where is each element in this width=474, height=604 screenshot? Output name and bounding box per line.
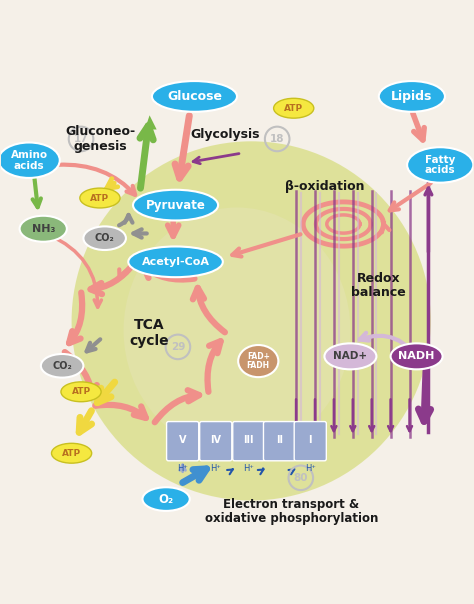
Ellipse shape (72, 141, 431, 501)
Ellipse shape (61, 382, 101, 402)
Text: 80: 80 (293, 473, 308, 483)
Ellipse shape (41, 354, 83, 378)
Text: β-oxidation: β-oxidation (285, 180, 364, 193)
Ellipse shape (0, 143, 60, 178)
Text: NH₃: NH₃ (32, 223, 55, 234)
Text: CO₂: CO₂ (52, 361, 72, 371)
Text: 18: 18 (270, 134, 284, 144)
Text: O₂: O₂ (158, 493, 173, 506)
Text: Amino
acids: Amino acids (10, 150, 47, 170)
Polygon shape (145, 115, 156, 129)
Ellipse shape (80, 188, 120, 208)
Text: II: II (276, 435, 283, 446)
Text: H⁺: H⁺ (305, 464, 316, 473)
Text: 17: 17 (74, 134, 88, 144)
Text: ATP: ATP (91, 193, 109, 202)
Text: III: III (244, 435, 254, 446)
Text: NADH: NADH (399, 352, 435, 361)
Text: Fatty
acids: Fatty acids (425, 155, 456, 175)
Text: Pyruvate: Pyruvate (146, 199, 206, 211)
Text: NAD+: NAD+ (333, 352, 367, 361)
Text: ATP: ATP (72, 387, 91, 396)
Ellipse shape (273, 98, 314, 118)
FancyBboxPatch shape (233, 422, 265, 461)
Ellipse shape (83, 226, 126, 250)
Text: Redox
balance: Redox balance (351, 272, 406, 299)
FancyBboxPatch shape (200, 422, 232, 461)
Text: CO₂: CO₂ (95, 233, 115, 243)
Ellipse shape (133, 190, 218, 220)
Ellipse shape (52, 443, 91, 463)
Text: H⁺: H⁺ (243, 464, 254, 473)
Text: I: I (309, 435, 312, 446)
FancyBboxPatch shape (294, 422, 326, 461)
Ellipse shape (19, 216, 67, 242)
Text: Glycolysis: Glycolysis (191, 127, 260, 141)
Text: H⁺: H⁺ (177, 464, 188, 473)
Text: Acetyl-CoA: Acetyl-CoA (142, 257, 210, 267)
Text: ATP: ATP (62, 449, 81, 458)
FancyBboxPatch shape (264, 422, 296, 461)
Ellipse shape (391, 343, 443, 370)
Text: 29: 29 (171, 342, 185, 352)
Text: IV: IV (210, 435, 221, 446)
Ellipse shape (238, 345, 278, 377)
Text: TCA
cycle: TCA cycle (130, 318, 169, 347)
Text: Lipids: Lipids (391, 90, 433, 103)
Text: FAD+
FADH: FAD+ FADH (246, 352, 270, 370)
Text: Gluconeo-
genesis: Gluconeo- genesis (65, 125, 135, 153)
Ellipse shape (324, 343, 376, 370)
Ellipse shape (152, 81, 237, 112)
Text: Glucose: Glucose (167, 90, 222, 103)
Ellipse shape (128, 246, 223, 277)
Text: Electron transport &
oxidative phosphorylation: Electron transport & oxidative phosphory… (205, 498, 378, 525)
Ellipse shape (379, 81, 445, 112)
Ellipse shape (124, 208, 350, 453)
Ellipse shape (407, 147, 474, 182)
Ellipse shape (143, 487, 190, 511)
Text: H⁺: H⁺ (210, 464, 221, 473)
FancyBboxPatch shape (166, 422, 199, 461)
Text: V: V (179, 435, 186, 446)
Text: ATP: ATP (284, 104, 303, 113)
